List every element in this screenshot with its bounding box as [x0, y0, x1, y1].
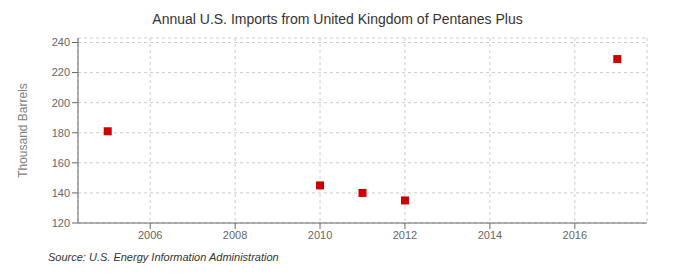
- svg-text:200: 200: [52, 97, 70, 109]
- svg-text:2006: 2006: [138, 229, 162, 241]
- svg-text:2008: 2008: [223, 229, 247, 241]
- svg-text:220: 220: [52, 66, 70, 78]
- svg-text:240: 240: [52, 36, 70, 48]
- svg-text:Thousand Barrels: Thousand Barrels: [16, 83, 30, 178]
- svg-text:2014: 2014: [478, 229, 502, 241]
- svg-text:140: 140: [52, 187, 70, 199]
- html-text:Source: U.S. Energy Informatio: Source: U.S. Energy Information Administ…: [48, 251, 279, 263]
- svg-text:120: 120: [52, 217, 70, 229]
- svg-text:160: 160: [52, 157, 70, 169]
- svg-text:2012: 2012: [393, 229, 417, 241]
- svg-text:2016: 2016: [563, 229, 587, 241]
- svg-text:180: 180: [52, 127, 70, 139]
- html-text:Annual U.S. Imports from Unite: Annual U.S. Imports from United Kingdom …: [152, 11, 523, 27]
- svg-text:2010: 2010: [308, 229, 332, 241]
